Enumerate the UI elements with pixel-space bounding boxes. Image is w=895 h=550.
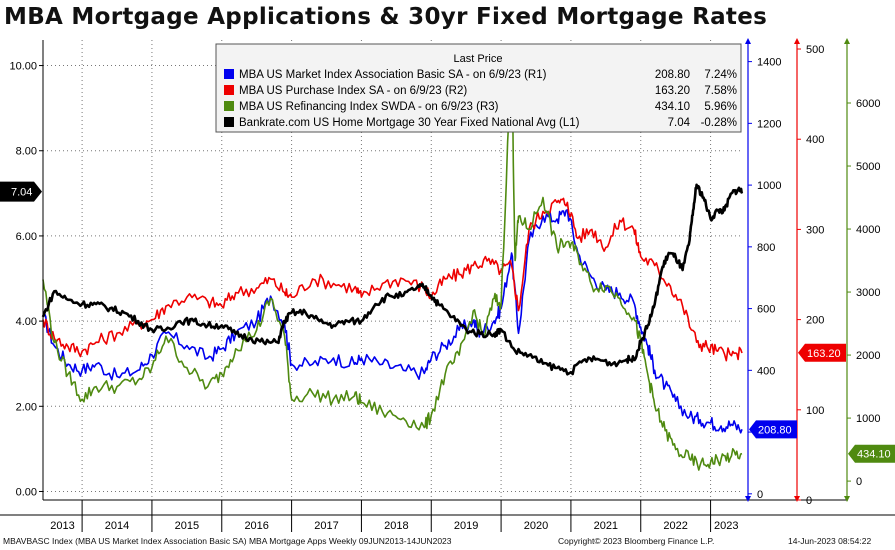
- tick-label-left: 2.00: [16, 401, 37, 413]
- tick-label-r3: 2000: [856, 350, 880, 362]
- legend-label: MBA US Refinancing Index SWDA - on 6/9/2…: [239, 101, 499, 113]
- tick-label-left: 6.00: [16, 231, 37, 243]
- legend-change: 7.24%: [704, 69, 737, 81]
- series-group: [41, 51, 744, 471]
- legend-swatch: [224, 85, 234, 95]
- last-value-label-r2: 163.20: [807, 348, 841, 360]
- tick-label-x: 2022: [663, 520, 687, 532]
- legend-swatch: [224, 69, 234, 79]
- series-line-r2: [42, 197, 743, 362]
- series-line-l1: [41, 183, 744, 376]
- tick-label-r1: 0: [757, 489, 763, 501]
- legend-change: -0.28%: [701, 117, 737, 129]
- legend-swatch: [224, 101, 234, 111]
- legend: Last Price MBA US Market Index Associatio…: [215, 43, 742, 133]
- tick-label-r3: 0: [856, 476, 862, 488]
- chart-title: MBA Mortgage Applications & 30yr Fixed M…: [4, 4, 768, 30]
- chart-canvas: 0.00 2.00 4.00 6.00 8.00 10.00 2013 2014 2015 201…: [0, 38, 895, 532]
- axes: 0.00 2.00 4.00 6.00 8.00 10.00 2013 2014 2015 201…: [0, 38, 895, 532]
- last-value-tag-r1: [749, 420, 797, 439]
- tick-label-r3: 6000: [856, 98, 880, 110]
- tick-label-x: 2018: [384, 520, 408, 532]
- tick-label-left: 8.00: [16, 146, 37, 158]
- last-value-label-l1: 7.04: [11, 187, 32, 199]
- tick-label-left: 0.00: [16, 486, 37, 498]
- legend-value: 163.20: [655, 85, 690, 97]
- tick-label-r2: 400: [806, 134, 824, 146]
- tick-label-x: 2014: [105, 520, 129, 532]
- tick-label-r3: 4000: [856, 224, 880, 236]
- legend-box: [215, 43, 742, 133]
- right-axis-r3-arrow-bottom: [844, 496, 850, 502]
- tick-label-r1: 400: [757, 365, 775, 377]
- tick-label-r1: 600: [757, 304, 775, 316]
- tick-label-r2: 100: [806, 405, 824, 417]
- right-axis-r3-arrow-top: [844, 38, 850, 44]
- tick-label-r3: 5000: [856, 161, 880, 173]
- tick-label-r2: 200: [806, 315, 824, 327]
- tick-label-x: 2019: [454, 520, 478, 532]
- legend-label: MBA US Purchase Index SA - on 6/9/23 (R2…: [239, 85, 467, 97]
- right-axis-r2-arrow-bottom: [794, 496, 800, 502]
- tick-label-r1: 800: [757, 242, 775, 254]
- tick-label-x: 2020: [524, 520, 548, 532]
- last-value-tag-r3: [848, 444, 895, 463]
- legend-change: 7.58%: [704, 85, 737, 97]
- tick-label-r1: 1000: [757, 180, 781, 192]
- tick-label-left: 10.00: [9, 61, 37, 73]
- tick-label-x: 2015: [175, 520, 199, 532]
- last-value-tag-l1: [0, 181, 42, 202]
- last-value-label-r3: 434.10: [857, 449, 891, 461]
- tick-label-r2: 0: [806, 495, 812, 507]
- legend-label: Bankrate.com US Home Mortgage 30 Year Fi…: [239, 117, 580, 129]
- legend-change: 5.96%: [704, 101, 737, 113]
- last-value-tag-r2: [798, 343, 846, 362]
- tick-label-x: 2013: [50, 520, 74, 532]
- footer-timestamp: 14-Jun-2023 08:54:22: [788, 536, 872, 546]
- right-axis-r1-arrow-top: [745, 38, 751, 44]
- series-line-r1: [42, 209, 743, 434]
- legend-value: 7.04: [668, 117, 691, 129]
- legend-value: 208.80: [655, 69, 690, 81]
- tick-label-x: 2016: [244, 520, 268, 532]
- tick-label-r2: 300: [806, 224, 824, 236]
- footer-copyright: Copyright© 2023 Bloomberg Finance L.P.: [558, 536, 715, 546]
- legend-swatch: [224, 117, 234, 127]
- legend-label: MBA US Market Index Association Basic SA…: [239, 69, 547, 81]
- last-value-label-r1: 208.80: [758, 424, 792, 436]
- tick-label-left: 4.00: [16, 316, 37, 328]
- tick-label-x: 2023: [714, 520, 738, 532]
- tick-label-r1: 1200: [757, 118, 781, 130]
- tick-label-r1: 1400: [757, 57, 781, 69]
- footer: MBAVBASC Index (MBA US Market Index Asso…: [0, 534, 895, 550]
- tick-label-r3: 1000: [856, 413, 880, 425]
- right-axis-r2-arrow-top: [794, 38, 800, 44]
- right-axis-r1-arrow-bottom: [745, 496, 751, 502]
- legend-value: 434.10: [655, 101, 690, 113]
- footer-source: MBAVBASC Index (MBA US Market Index Asso…: [3, 536, 452, 546]
- tick-label-x: 2021: [594, 520, 618, 532]
- legend-header: Last Price: [454, 53, 503, 65]
- tick-label-x: 2017: [314, 520, 338, 532]
- tick-label-r3: 3000: [856, 287, 880, 299]
- tick-label-r2: 500: [806, 44, 824, 56]
